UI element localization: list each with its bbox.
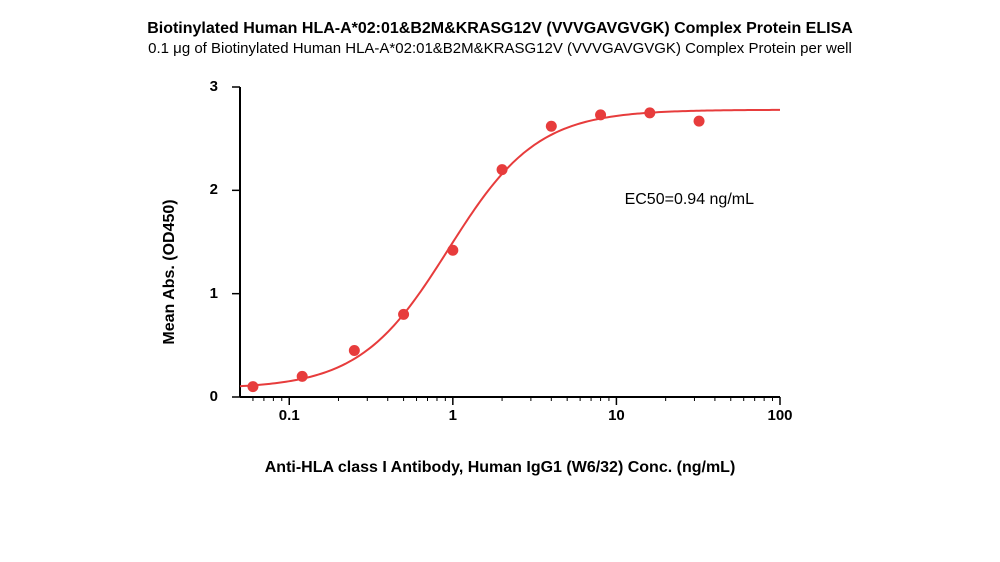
data-point — [497, 164, 508, 175]
data-point — [297, 371, 308, 382]
fitted-curve — [240, 110, 780, 386]
chart-title: Biotinylated Human HLA-A*02:01&B2M&KRASG… — [40, 20, 960, 38]
data-point — [349, 345, 360, 356]
chart-subtitle: 0.1 μg of Biotinylated Human HLA-A*02:01… — [40, 40, 960, 57]
x-tick-label: 100 — [767, 407, 792, 424]
chart-area: Mean Abs. (OD450) Anti-HLA class I Antib… — [140, 67, 860, 477]
x-tick-label: 1 — [449, 407, 457, 424]
x-axis-label: Anti-HLA class I Antibody, Human IgG1 (W… — [265, 459, 736, 477]
x-tick-label: 10 — [608, 407, 625, 424]
data-point — [546, 121, 557, 132]
data-point — [694, 116, 705, 127]
chart-plot — [230, 77, 790, 407]
ec50-annotation: EC50=0.94 ng/mL — [625, 191, 754, 209]
data-point — [247, 381, 258, 392]
data-point — [644, 107, 655, 118]
y-axis-label: Mean Abs. (OD450) — [161, 199, 179, 344]
data-point — [595, 109, 606, 120]
data-point — [398, 309, 409, 320]
y-tick-label: 3 — [188, 78, 218, 95]
y-tick-label: 2 — [188, 181, 218, 198]
data-point — [447, 245, 458, 256]
y-tick-label: 1 — [188, 285, 218, 302]
x-tick-label: 0.1 — [279, 407, 300, 424]
y-tick-label: 0 — [188, 388, 218, 405]
